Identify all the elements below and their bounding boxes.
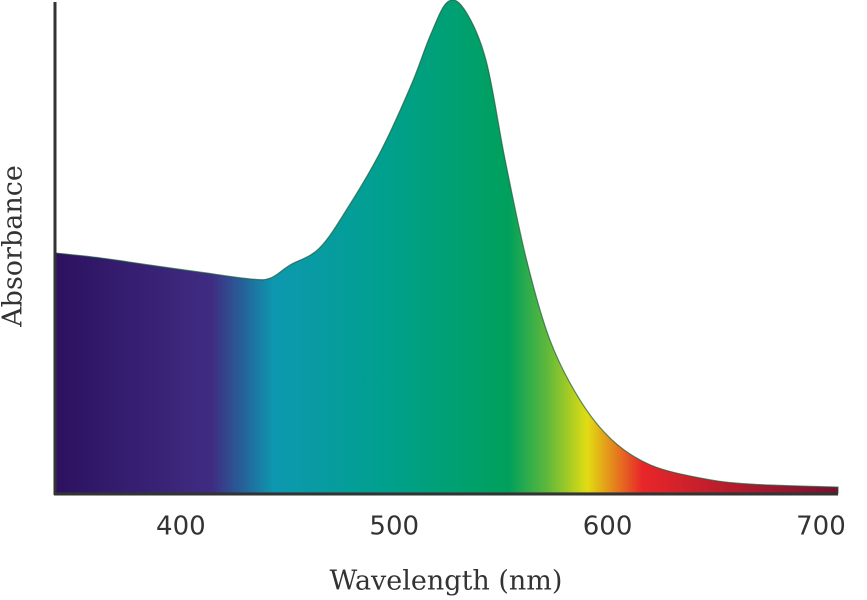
y-axis-label: Absorbance [0,165,29,328]
x-tick-label: 400 [156,512,206,542]
x-axis-label: Wavelength (nm) [330,566,563,597]
x-tick-label: 700 [796,512,846,542]
absorbance-area [54,0,839,494]
plot-area [54,0,839,494]
x-tick-label: 600 [583,512,633,542]
x-tick-label: 500 [369,512,419,542]
